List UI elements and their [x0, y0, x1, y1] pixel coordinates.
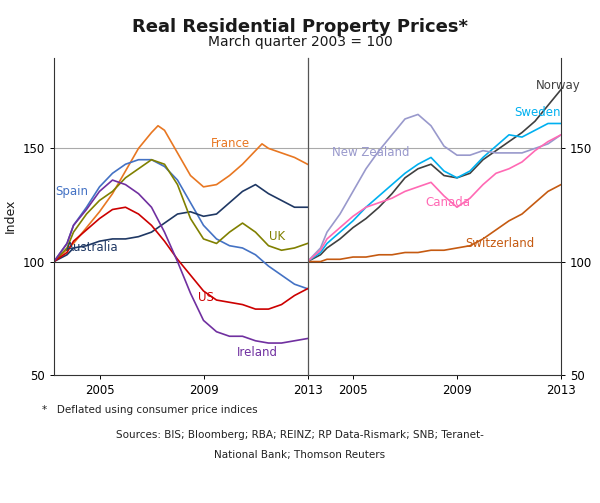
- Text: Norway: Norway: [536, 78, 581, 92]
- Text: *   Deflated using consumer price indices: * Deflated using consumer price indices: [42, 405, 257, 415]
- Text: France: France: [211, 137, 250, 150]
- Text: Sources: BIS; Bloomberg; RBA; REINZ; RP Data-Rismark; SNB; Teranet-: Sources: BIS; Bloomberg; RBA; REINZ; RP …: [116, 430, 484, 440]
- Text: Canada: Canada: [426, 196, 471, 209]
- Text: Spain: Spain: [55, 185, 88, 198]
- Text: Sweden: Sweden: [514, 106, 561, 119]
- Text: March quarter 2003 = 100: March quarter 2003 = 100: [208, 35, 392, 49]
- Text: National Bank; Thomson Reuters: National Bank; Thomson Reuters: [214, 450, 386, 460]
- Text: US: US: [198, 291, 214, 304]
- Text: Switzerland: Switzerland: [465, 237, 534, 250]
- Text: UK: UK: [269, 230, 284, 243]
- Y-axis label: Index: Index: [4, 199, 17, 233]
- Text: Australia: Australia: [66, 241, 118, 255]
- Text: Real Residential Property Prices*: Real Residential Property Prices*: [132, 18, 468, 36]
- Text: Ireland: Ireland: [237, 346, 278, 359]
- Text: New Zealand: New Zealand: [332, 146, 410, 159]
